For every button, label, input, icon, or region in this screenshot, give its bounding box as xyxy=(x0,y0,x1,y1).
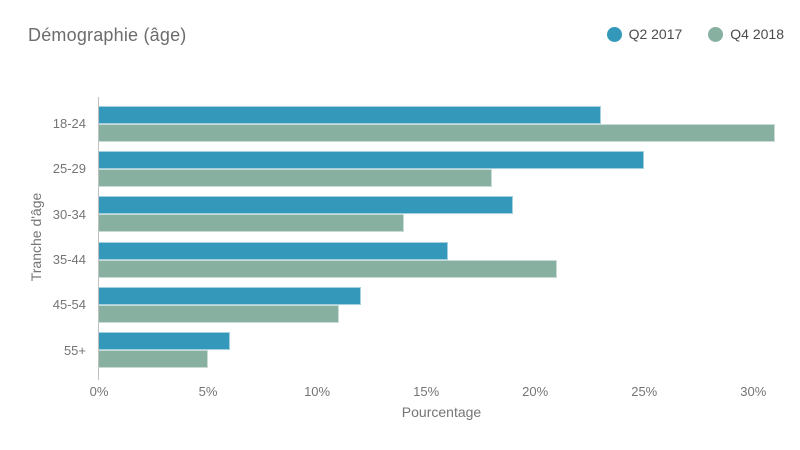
legend-label: Q2 2017 xyxy=(628,26,683,42)
bar-30-34-q4-2018[interactable] xyxy=(99,214,405,233)
legend-item-q2-2017[interactable]: Q2 2017 xyxy=(606,26,683,42)
x-tick-labels: 0% 5% 10% 15% 20% 25% 30% xyxy=(0,384,800,402)
bar-25-29-q4-2018[interactable] xyxy=(99,168,492,187)
y-tick-label: 18-24 xyxy=(52,116,86,132)
legend-label: Q4 2018 xyxy=(730,26,784,42)
bar-25-29-q2-2017[interactable] xyxy=(99,150,645,169)
bar-group-25-29 xyxy=(99,146,786,191)
x-tick-label: 0% xyxy=(89,384,109,399)
x-tick-label: 10% xyxy=(304,384,331,399)
legend-item-q4-2018[interactable]: Q4 2018 xyxy=(708,26,784,42)
bar-18-24-q4-2018[interactable] xyxy=(99,123,776,142)
bar-35-44-q2-2017[interactable] xyxy=(99,241,448,260)
bar-55+-q4-2018[interactable] xyxy=(99,350,209,369)
bar-35-44-q4-2018[interactable] xyxy=(99,259,557,278)
bar-group-45-54 xyxy=(99,282,786,327)
y-tick-label: 35-44 xyxy=(52,252,86,268)
x-tick-label: 25% xyxy=(631,384,658,399)
bar-45-54-q2-2017[interactable] xyxy=(99,286,361,305)
y-tick-label: 30-34 xyxy=(52,206,86,222)
y-axis-line xyxy=(98,97,99,380)
x-tick-label: 5% xyxy=(198,384,218,399)
bar-group-35-44 xyxy=(99,237,786,282)
bar-group-30-34 xyxy=(99,192,786,237)
legend-swatch-icon xyxy=(606,26,622,42)
bar-group-18-24 xyxy=(99,101,786,146)
y-tick-label: 45-54 xyxy=(52,297,86,313)
y-axis-title: Tranche d'âge xyxy=(28,192,44,282)
bar-30-34-q2-2017[interactable] xyxy=(99,196,514,215)
bar-45-54-q4-2018[interactable] xyxy=(99,304,339,323)
bar-group-55+ xyxy=(99,328,786,373)
legend-swatch-icon xyxy=(708,26,724,42)
bar-18-24-q2-2017[interactable] xyxy=(99,105,601,124)
x-axis-title: Pourcentage xyxy=(401,404,482,420)
x-tick-label: 20% xyxy=(522,384,549,399)
y-tick-label: 25-29 xyxy=(52,161,86,177)
bar-55+-q2-2017[interactable] xyxy=(99,332,230,351)
y-tick-labels: 18-24 25-29 30-34 35-44 45-54 55+ xyxy=(0,101,92,373)
x-tick-label: 30% xyxy=(740,384,767,399)
plot-area xyxy=(99,101,786,373)
legend: Q2 2017 Q4 2018 xyxy=(606,26,784,42)
y-tick-label: 55+ xyxy=(63,342,86,358)
chart-title: Démographie (âge) xyxy=(28,25,187,45)
x-tick-label: 15% xyxy=(413,384,440,399)
